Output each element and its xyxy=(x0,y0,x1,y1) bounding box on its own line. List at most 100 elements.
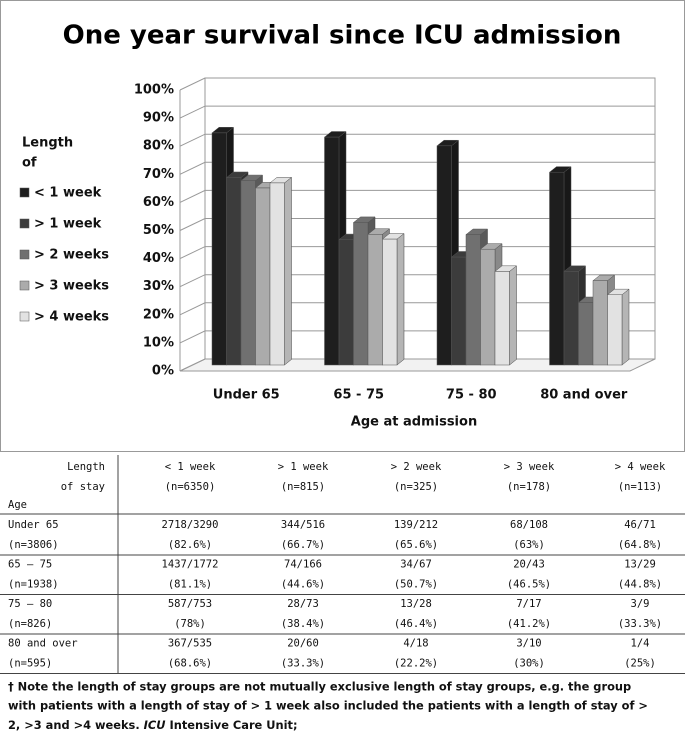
cell-count: 20/43 xyxy=(513,559,545,571)
row-n: (n=3806) xyxy=(8,539,59,551)
bar-side xyxy=(621,288,630,366)
row-age: 80 and over xyxy=(8,638,78,650)
bar xyxy=(367,234,383,366)
bar-side xyxy=(284,176,292,366)
row-age: Under 65 xyxy=(8,519,59,531)
legend-swatch xyxy=(19,311,30,322)
y-tick-label: 90% xyxy=(143,111,174,126)
cell-percent: (68.6%) xyxy=(168,658,212,670)
cell-count: 7/17 xyxy=(516,598,541,610)
grid-line xyxy=(179,189,655,203)
bar-side xyxy=(509,265,517,366)
bar xyxy=(451,256,467,366)
legend-label: > 3 weeks xyxy=(34,279,109,294)
cell-percent: (33.3%) xyxy=(281,658,325,670)
legend-label: > 1 week xyxy=(34,217,102,232)
legend-title: of xyxy=(22,156,37,171)
grid-line xyxy=(179,218,655,231)
cell-percent: (78%) xyxy=(174,618,206,630)
bar xyxy=(436,145,452,366)
cell-percent: (25%) xyxy=(624,658,656,670)
bar xyxy=(607,294,623,366)
bar xyxy=(324,136,340,366)
cell-percent: (46.5%) xyxy=(507,579,551,591)
cell-percent: (82.6%) xyxy=(168,539,212,551)
bar xyxy=(563,271,579,366)
cell-percent: (30%) xyxy=(513,658,545,670)
cell-count: 13/29 xyxy=(624,559,656,571)
cell-percent: (63%) xyxy=(513,539,545,551)
cell-count: 20/60 xyxy=(287,638,319,650)
cell-percent: (38.4%) xyxy=(281,618,325,630)
y-tick-label: 10% xyxy=(143,335,174,350)
column-n: (n=6350) xyxy=(165,481,216,493)
y-tick-label: 80% xyxy=(143,139,174,154)
cell-count: 68/108 xyxy=(510,519,548,531)
grid-line xyxy=(179,161,655,175)
bar xyxy=(382,238,398,366)
cell-count: 28/73 xyxy=(287,598,319,610)
grid-line xyxy=(179,105,655,119)
grid-line xyxy=(179,133,655,147)
cell-percent: (33.3%) xyxy=(618,618,662,630)
x-tick-label: Under 65 xyxy=(213,388,280,403)
corner-label: Age xyxy=(8,499,27,511)
column-header: > 3 week xyxy=(504,461,555,473)
column-n: (n=113) xyxy=(618,481,662,493)
chart-title: One year survival since ICU admission xyxy=(63,21,622,51)
cell-percent: (44.8%) xyxy=(618,579,662,591)
cell-count: 46/71 xyxy=(624,519,656,531)
bar xyxy=(338,239,354,366)
bar xyxy=(549,171,565,366)
cell-count: 587/753 xyxy=(168,598,212,610)
row-age: 75 – 80 xyxy=(8,598,52,610)
y-tick-label: 20% xyxy=(143,307,174,322)
cell-count: 2718/3290 xyxy=(162,519,219,531)
legend-label: < 1 week xyxy=(34,186,102,201)
cell-count: 344/516 xyxy=(281,519,325,531)
cell-count: 367/535 xyxy=(168,638,212,650)
cell-count: 3/9 xyxy=(631,598,650,610)
column-header: > 2 week xyxy=(391,461,442,473)
y-tick-label: 50% xyxy=(143,223,174,238)
legend-swatch xyxy=(19,280,30,291)
cell-percent: (44.6%) xyxy=(281,579,325,591)
y-tick-label: 60% xyxy=(143,195,174,210)
cell-count: 34/67 xyxy=(400,559,432,571)
bar xyxy=(211,132,227,366)
bar xyxy=(353,222,369,366)
corner-label: of stay xyxy=(61,481,105,493)
column-n: (n=178) xyxy=(507,481,551,493)
column-header: > 4 week xyxy=(615,461,666,473)
cell-percent: (22.2%) xyxy=(394,658,438,670)
x-tick-label: 65 - 75 xyxy=(333,388,384,403)
bar xyxy=(578,302,594,366)
y-tick-label: 40% xyxy=(143,251,174,266)
cell-percent: (46.4%) xyxy=(394,618,438,630)
bar xyxy=(226,177,242,366)
legend-label: > 4 weeks xyxy=(34,310,109,325)
column-n: (n=325) xyxy=(394,481,438,493)
cell-count: 139/212 xyxy=(394,519,438,531)
x-tick-label: 75 - 80 xyxy=(446,388,497,403)
y-tick-label: 30% xyxy=(143,279,174,294)
cell-percent: (50.7%) xyxy=(394,579,438,591)
cell-count: 13/28 xyxy=(400,598,432,610)
cell-count: 74/166 xyxy=(284,559,322,571)
legend-title: Length xyxy=(22,136,73,151)
footnote-text: 2, >3 and >4 weeks. xyxy=(8,718,140,732)
bar-side xyxy=(396,232,405,366)
corner-label: Length xyxy=(67,461,105,473)
cell-percent: (41.2%) xyxy=(507,618,551,630)
cell-percent: (81.1%) xyxy=(168,579,212,591)
legend-swatch xyxy=(19,218,30,229)
cell-count: 4/18 xyxy=(403,638,428,650)
y-tick-label: 0% xyxy=(152,364,174,379)
x-axis-label: Age at admission xyxy=(351,415,477,430)
cell-count: 1437/1772 xyxy=(162,559,219,571)
row-n: (n=826) xyxy=(8,618,52,630)
cell-count: 3/10 xyxy=(516,638,541,650)
grid-line xyxy=(179,77,655,91)
legend-swatch xyxy=(19,249,30,260)
